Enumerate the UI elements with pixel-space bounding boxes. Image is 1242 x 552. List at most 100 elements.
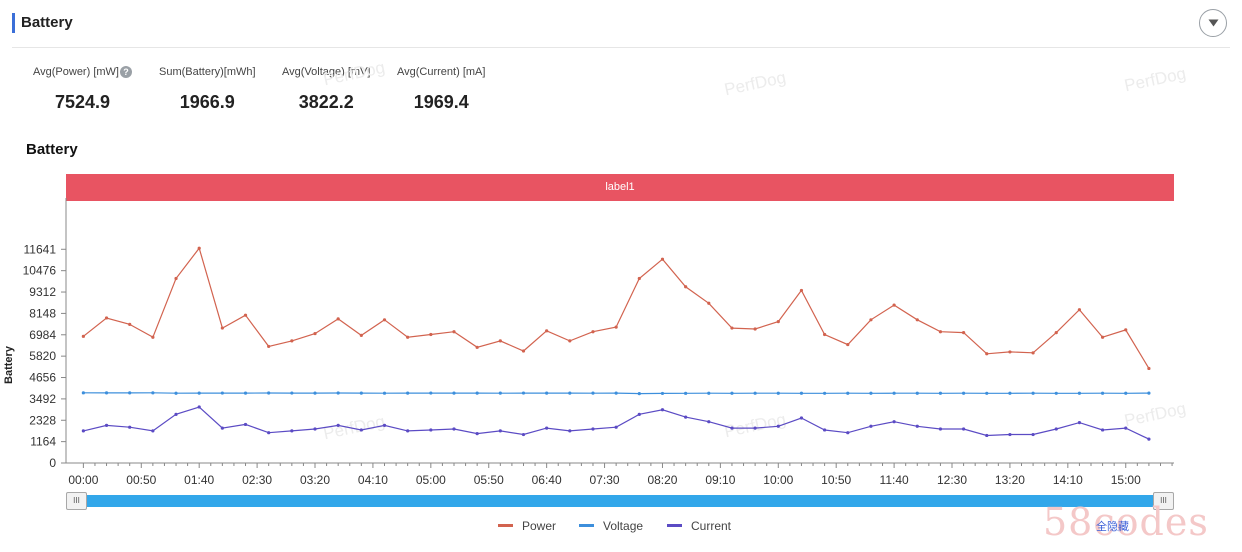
data-point-current [869,424,873,428]
series-line-power [83,246,1150,369]
data-point-power [985,352,989,356]
data-point-power [707,301,711,305]
data-point-power [869,318,873,322]
label-band[interactable]: label1 [66,174,1174,201]
legend-label: Voltage [603,519,644,533]
data-point-voltage [197,391,201,395]
x-tick-label: 06:40 [532,473,562,487]
x-tick-label: 01:40 [184,473,214,487]
metric-value: 3822.2 [298,92,354,112]
metric-avg-voltage: Avg(Voltage) [mV] 3822.2 [282,66,370,113]
data-point-current [1031,432,1035,437]
data-point-current [128,425,132,429]
data-point-power [730,326,734,330]
y-tick-label: 4656 [29,371,56,385]
data-point-power [545,329,549,333]
legend-swatch [579,524,594,528]
data-point-voltage [753,391,757,395]
data-point-current [684,415,688,419]
hide-all-link[interactable]: 全隐藏 [1096,521,1129,533]
data-point-current [730,426,734,430]
legend-item-power[interactable]: Power [498,519,556,533]
data-point-current [846,431,850,435]
data-point-voltage [846,391,850,395]
data-point-power [313,331,317,336]
data-point-current [776,424,780,428]
legend-label: Power [522,519,557,533]
chevron-down-icon [1208,19,1219,27]
y-tick-label: 1164 [30,435,56,449]
x-tick-label: 08:20 [647,473,677,487]
x-tick-label: 05:00 [416,473,446,487]
help-icon[interactable]: ? [119,66,132,79]
data-point-current [707,420,711,424]
data-point-current [985,433,989,438]
range-slider-left-handle[interactable]: III [66,492,87,510]
metric-label-text: Avg(Power) [mW] [33,66,119,78]
data-point-current [359,428,363,432]
chart-legend: Power Voltage Current [0,519,1242,535]
data-point-current [220,426,224,430]
x-tick-label: 14:10 [1053,473,1083,487]
data-point-current [429,428,433,432]
range-slider-right-handle[interactable]: III [1153,492,1174,510]
data-point-power [521,349,526,353]
collapse-button[interactable] [1199,9,1227,37]
legend-item-current[interactable]: Current [667,519,731,533]
data-point-current [1077,421,1082,425]
data-point-power [406,335,410,339]
chart-axes: 0 1164 2328 3492 4656 5820 6984 8148 9312 10476 11… [3,198,1174,487]
data-point-power [1147,366,1151,371]
metric-label: Avg(Current) [mA] [397,66,486,78]
data-point-voltage [1031,391,1035,395]
data-point-power [336,317,340,321]
data-point-current [81,429,85,433]
data-point-voltage [382,391,387,395]
data-point-voltage [1077,391,1082,395]
data-point-power [452,330,456,334]
data-point-current [753,426,757,430]
data-point-voltage [151,391,155,395]
x-tick-label: 10:50 [821,473,851,487]
data-point-power [197,246,201,250]
data-point-current [799,416,804,420]
x-tick-label: 13:20 [995,473,1025,487]
legend-item-voltage[interactable]: Voltage [579,519,643,533]
data-point-power [128,322,132,326]
section-header-title: Battery [21,14,73,31]
data-point-power [591,330,595,334]
range-slider-track[interactable] [66,495,1174,507]
data-point-current [197,405,201,409]
data-point-power [1077,308,1082,312]
data-point-power [846,342,850,347]
data-point-power [174,276,178,281]
metric-label: Avg(Voltage) [mV] [282,66,371,78]
data-point-current [892,420,896,424]
data-point-voltage [591,391,595,395]
data-point-voltage [915,391,919,395]
data-point-power [81,334,85,338]
y-tick-label: 3492 [29,392,56,406]
data-point-power [220,326,224,330]
y-tick-label: 11641 [24,242,57,256]
data-point-power [475,345,479,349]
data-point-power [151,335,155,339]
data-point-current [1008,432,1012,437]
data-point-current [290,429,294,433]
metric-value: 1969.4 [413,92,469,112]
data-point-power [892,303,896,307]
data-point-current [915,424,919,428]
data-point-voltage [498,391,502,395]
data-point-power [684,285,688,289]
data-point-power [568,339,572,343]
data-point-power [267,344,271,349]
data-point-current [336,423,340,427]
data-point-current [475,432,479,436]
legend-label: Current [691,519,732,533]
range-slider[interactable]: III III [66,492,1174,510]
series-line-current [83,406,1150,440]
legend-swatch [498,524,513,528]
data-point-current [568,429,572,433]
data-point-voltage [452,391,456,395]
chart-title: Battery [26,141,78,158]
